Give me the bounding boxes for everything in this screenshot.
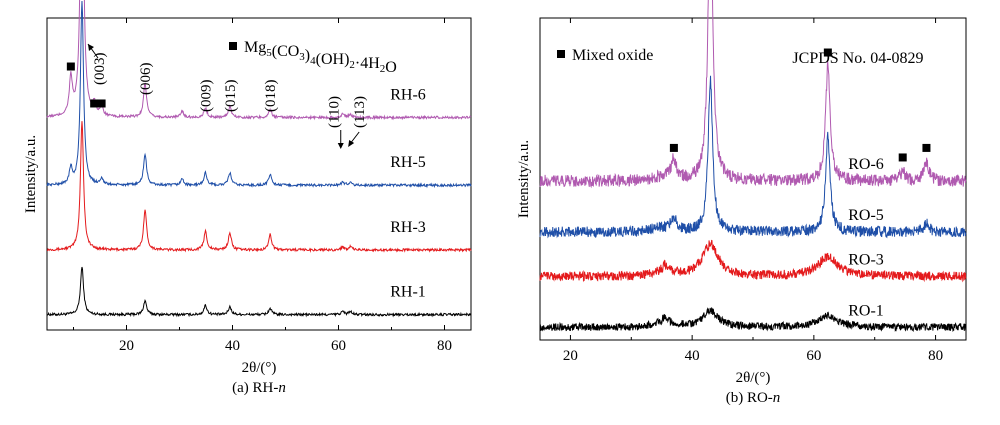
peak-label-110: (110)	[327, 96, 343, 128]
phase-marker	[898, 153, 907, 162]
series-label-ro-1: RO-1	[848, 302, 884, 319]
peak-arrowhead-113	[348, 140, 355, 147]
x-tick-label: 20	[119, 338, 134, 354]
legend-text: Mixed oxide	[572, 47, 653, 64]
phase-marker	[90, 99, 99, 108]
plot-frame	[46, 17, 472, 331]
peak-label-009: (009)	[198, 80, 214, 113]
x-tick-label: 80	[437, 338, 452, 354]
legend-marker	[557, 50, 565, 58]
series-line-rh-5	[46, 1, 472, 189]
x-axis-label: 2θ/(°)	[242, 360, 277, 376]
x-tick-label: 80	[928, 348, 943, 364]
series-line-ro-1	[539, 307, 967, 333]
panel-caption: (b) RO-n	[726, 390, 781, 406]
series-label-rh-1: RH-1	[390, 284, 426, 301]
phase-marker	[922, 143, 931, 152]
series-line-ro-3	[539, 239, 967, 283]
peak-label-015: (015)	[223, 80, 239, 113]
peak-label-113: (113)	[352, 96, 368, 128]
jcpds-annotation: JCPDS No. 04-0829	[792, 50, 923, 67]
peak-arrowhead-110	[337, 143, 344, 149]
panel-b-ro: 20 40 60 80 2θ/(°) Intensity/a.u. (b) RO-n RO-1…	[516, 0, 967, 406]
series-label-rh-3: RH-3	[390, 219, 426, 236]
series-line-ro-6	[539, 0, 967, 189]
series-line-rh-1	[46, 266, 472, 318]
panel-caption: (a) RH-n	[232, 380, 286, 396]
phase-marker	[97, 99, 106, 108]
series-line-ro-5	[539, 75, 967, 239]
series-label-ro-3: RO-3	[848, 251, 884, 268]
phase-marker	[823, 48, 832, 57]
series-line-rh-6	[46, 0, 472, 121]
x-tick-label: 60	[806, 348, 821, 364]
series-label-rh-5: RH-5	[390, 154, 426, 171]
series-label-rh-6: RH-6	[390, 86, 426, 103]
peak-label-003: (003)	[92, 53, 108, 86]
series-label-ro-5: RO-5	[848, 207, 884, 224]
legend-text: Mg5(CO3)4(OH)2·4H2O	[244, 39, 397, 76]
x-tick-label: 60	[331, 338, 346, 354]
phase-marker	[669, 143, 678, 152]
peak-label-018: (018)	[263, 80, 279, 113]
y-axis-label: Intensity/a.u.	[516, 140, 532, 218]
panel-a-rh: 20 40 60 80 2θ/(°) Intensity/a.u. (a) RH-n RH-1…	[23, 0, 472, 396]
x-tick-label: 40	[685, 348, 700, 364]
series-label-ro-6: RO-6	[848, 156, 884, 173]
x-tick-label: 20	[563, 348, 578, 364]
peak-arrowhead-003	[87, 44, 94, 51]
peak-label-006: (006)	[138, 63, 154, 96]
legend-marker	[229, 42, 237, 50]
x-tick-label: 40	[225, 338, 240, 354]
y-axis-label: Intensity/a.u.	[23, 135, 39, 213]
x-axis-label: 2θ/(°)	[736, 370, 771, 386]
series-line-rh-3	[46, 121, 472, 253]
phase-marker	[66, 62, 75, 71]
